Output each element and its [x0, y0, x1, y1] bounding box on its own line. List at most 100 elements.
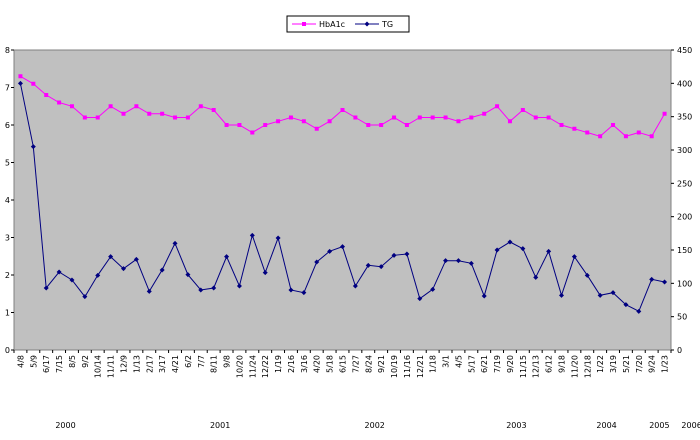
data-point-tg [584, 272, 590, 278]
x-tick-label: 10/20 [235, 355, 244, 378]
data-point-tg [288, 287, 294, 293]
x-tick-label: 7/20 [635, 355, 644, 373]
data-point-hba1c [95, 115, 100, 120]
x-tick-label: 8/5 [68, 355, 77, 368]
data-point-hba1c [276, 119, 281, 124]
data-point-hba1c [559, 123, 564, 127]
plot-area [13, 49, 672, 351]
data-point-hba1c [392, 115, 397, 120]
data-point-hba1c [623, 134, 628, 139]
data-point-tg [327, 248, 333, 254]
data-point-hba1c [18, 74, 23, 79]
data-point-hba1c [288, 115, 293, 120]
data-point-hba1c [173, 115, 178, 120]
data-point-hba1c [366, 123, 371, 127]
x-tick-label: 5/18 [326, 355, 335, 373]
data-point-tg [262, 270, 268, 276]
data-point-tg [443, 258, 449, 264]
legend-marker-tg [364, 21, 370, 27]
data-point-tg [249, 232, 255, 238]
left-tick-label: 5 [5, 159, 10, 168]
right-tick-label: 400 [677, 79, 692, 88]
x-tick-label: 9/18 [558, 355, 567, 373]
data-point-hba1c [404, 123, 409, 127]
x-tick-label: 12/13 [532, 355, 541, 378]
data-point-hba1c [572, 126, 577, 131]
x-tick-label: 1/22 [596, 355, 605, 373]
x-tick-label: 3/17 [158, 355, 167, 373]
data-point-hba1c [198, 104, 203, 109]
x-tick-label: 6/2 [184, 355, 193, 368]
x-tick-label: 11/16 [403, 355, 412, 378]
data-point-hba1c [636, 130, 641, 135]
x-tick-label: 9/24 [648, 355, 657, 373]
axes [11, 49, 674, 353]
data-point-tg [623, 302, 629, 308]
data-point-tg [597, 292, 603, 298]
data-point-tg [95, 272, 101, 278]
data-point-tg [559, 292, 564, 298]
data-point-hba1c [185, 115, 190, 120]
data-point-tg [481, 293, 487, 299]
data-point-tg [494, 247, 500, 253]
data-point-tg [198, 287, 204, 293]
data-point-tg [314, 259, 320, 265]
data-point-hba1c [379, 123, 384, 127]
data-point-hba1c [456, 119, 461, 124]
year-label: 2003 [506, 421, 526, 430]
x-tick-label: 11/24 [248, 355, 257, 378]
x-tick-label: 8/24 [364, 355, 373, 373]
data-point-hba1c [327, 119, 332, 124]
data-point-hba1c [224, 123, 229, 127]
left-tick-label: 8 [5, 46, 10, 55]
data-point-tg [159, 267, 165, 273]
data-point-hba1c [598, 134, 603, 139]
x-tick-label: 7/15 [55, 355, 64, 373]
left-tick-label: 6 [5, 121, 10, 130]
data-point-tg [468, 260, 474, 266]
data-point-hba1c [147, 111, 152, 116]
data-point-tg [56, 269, 62, 275]
right-tick-label: 300 [677, 146, 692, 155]
tick-labels: 0 1 2 3 4 5 6 7 8 0 50 100 150 200 250 300 350 400 450 4/8 5… [5, 46, 700, 430]
year-label: 2001 [210, 421, 230, 430]
x-tick-label: 12/9 [120, 355, 129, 373]
right-tick-label: 0 [677, 346, 682, 355]
data-point-hba1c [430, 115, 435, 120]
data-point-tg [417, 296, 423, 302]
data-point-tg [662, 279, 668, 285]
data-point-hba1c [301, 119, 306, 124]
data-point-hba1c [160, 111, 165, 116]
x-tick-label: 4/20 [313, 355, 322, 373]
x-tick-label: 2/17 [145, 355, 154, 373]
data-point-tg [520, 246, 526, 252]
data-point-hba1c [263, 123, 268, 127]
right-tick-label: 50 [677, 313, 687, 322]
data-point-hba1c [108, 104, 113, 109]
x-tick-label: 12/18 [583, 355, 592, 378]
legend-box [286, 15, 410, 33]
data-point-tg [301, 290, 307, 296]
left-tick-label: 0 [5, 346, 10, 355]
right-tick-label: 350 [677, 113, 692, 122]
legend-label-tg: TG [381, 20, 393, 29]
data-point-hba1c [520, 108, 525, 112]
data-point-hba1c [585, 130, 590, 135]
x-tick-label: 8/11 [210, 355, 219, 373]
data-point-hba1c [211, 108, 216, 112]
data-point-hba1c [69, 104, 74, 109]
data-point-hba1c [546, 115, 551, 120]
x-tick-label: 4/8 [16, 355, 25, 368]
right-tick-label: 450 [677, 46, 692, 55]
right-tick-label: 200 [677, 213, 692, 222]
data-point-hba1c [82, 115, 87, 120]
x-tick-label: 6/21 [480, 355, 489, 373]
x-tick-label: 6/15 [339, 355, 348, 373]
x-tick-label: 6/12 [545, 355, 554, 373]
data-point-tg [352, 283, 358, 289]
x-tick-label: 2/16 [287, 355, 296, 373]
data-point-hba1c [31, 81, 36, 86]
year-label: 2002 [365, 421, 385, 430]
x-tick-label: 7/19 [493, 355, 502, 373]
x-tick-label: 3/1 [442, 355, 451, 368]
